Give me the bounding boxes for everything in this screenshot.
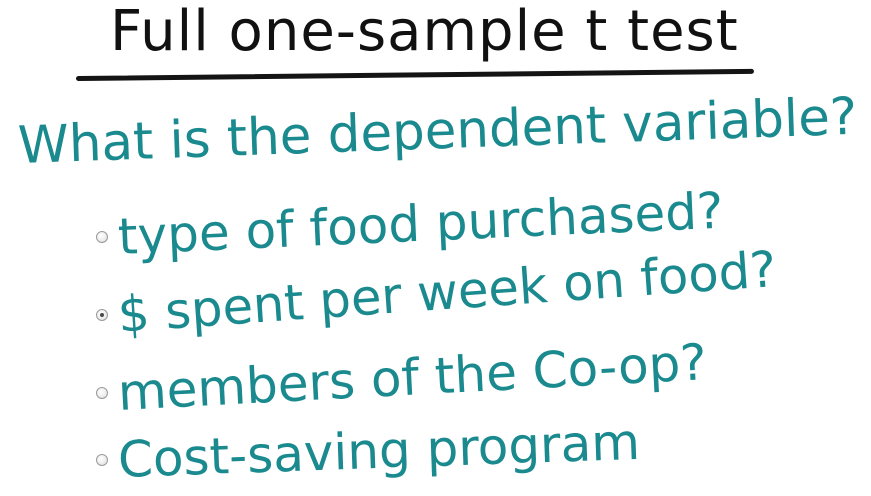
radio-button[interactable] <box>96 454 108 466</box>
radio-button[interactable] <box>96 231 108 243</box>
option-cost-saving[interactable]: Cost-saving program <box>96 413 641 492</box>
option-coop-members[interactable]: members of the Co-op? <box>96 333 708 425</box>
option-dollars-spent[interactable]: $ spent per week on food? <box>96 240 778 347</box>
page-title: Full one-sample t test <box>110 0 739 64</box>
radio-button[interactable] <box>96 387 108 399</box>
title-underline <box>75 68 754 81</box>
question-text: What is the dependent variable? <box>16 86 859 176</box>
option-food-type[interactable]: type of food purchased? <box>96 182 725 269</box>
radio-button[interactable] <box>96 309 108 321</box>
